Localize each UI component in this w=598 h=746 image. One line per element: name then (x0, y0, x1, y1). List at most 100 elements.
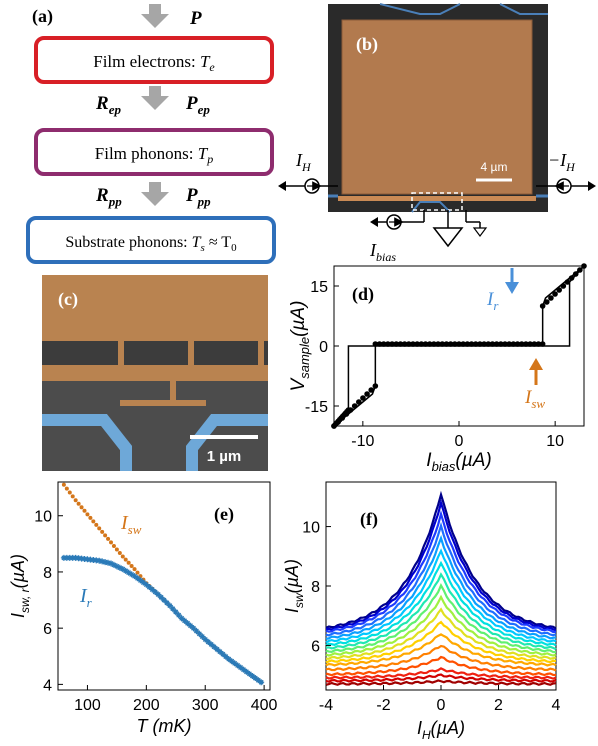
e-isw-point (94, 522, 99, 527)
film-square-edge (341, 19, 533, 195)
scalebar-b-label: 4 µm (481, 160, 508, 174)
e-isw-point (123, 557, 128, 562)
e-ir-point (208, 641, 215, 648)
e-isw-point (70, 494, 75, 499)
f-ytick-label: 10 (302, 520, 320, 537)
panel-c-label: (c) (58, 289, 78, 310)
e-ir-point (99, 558, 106, 565)
f-curve-15 (325, 667, 557, 680)
d-point (560, 283, 567, 289)
e-ir-point (96, 557, 103, 564)
amplifier-icon (432, 227, 464, 248)
panel-b: 4 µm (b) IH −IH (278, 3, 596, 264)
f-ytick-label: 6 (311, 638, 320, 655)
f-curve-0 (325, 490, 557, 630)
d-point (477, 341, 483, 347)
top-wire-trace (379, 3, 461, 15)
film-square (342, 20, 532, 194)
e-isw-point (79, 505, 84, 510)
e-ir-point (146, 584, 153, 591)
d-point (460, 341, 466, 347)
e-isw-point (85, 512, 90, 517)
isw-label: Isw (524, 387, 545, 411)
e-ir-point (143, 581, 150, 588)
d-point (510, 341, 517, 347)
d-ytick-label: 15 (310, 279, 328, 296)
d-point (506, 341, 512, 347)
d-point (556, 287, 562, 293)
d-point (481, 341, 487, 347)
e-ir-point (172, 609, 179, 615)
e-ir-point (181, 617, 188, 624)
f-xtick-label: -4 (319, 697, 333, 714)
plot-e-ylabel: Isw, r(µA) (8, 554, 32, 618)
f-curve-11 (325, 620, 557, 664)
e-ir-point (196, 630, 203, 637)
d-point (548, 295, 554, 301)
box-film-electrons-label: Film electrons: Te (93, 52, 215, 74)
e-isw-point (61, 482, 66, 487)
film-area-c (42, 275, 268, 341)
bottom-strip (338, 196, 536, 201)
f-curve-6 (325, 560, 557, 647)
d-point (372, 341, 379, 347)
d-point (393, 341, 400, 347)
e-ir-point (225, 656, 232, 663)
e-ir-point (158, 594, 165, 601)
e-xtick-label: 100 (74, 697, 101, 714)
e-ir-point (252, 675, 259, 682)
e-ir-point (166, 602, 173, 609)
e-ir-point (113, 563, 120, 570)
d-point (452, 341, 458, 347)
panel-e-label: (e) (214, 504, 234, 525)
e-isw-point (114, 547, 119, 552)
scalebar-c-label: 1 µm (207, 448, 242, 465)
flow-arrow-2 (141, 86, 169, 110)
e-ir-point (152, 588, 159, 595)
right-current-source (536, 178, 596, 194)
teeth-c (118, 341, 264, 406)
d-point (380, 341, 387, 347)
f-curve-1 (325, 498, 557, 632)
e-isw-point (132, 567, 137, 572)
power-in-label: P (189, 8, 202, 29)
e-ir-point (258, 679, 265, 686)
e-ir-point (205, 638, 212, 645)
d-xtick-label: 10 (546, 433, 564, 450)
box-film-phonons (34, 128, 274, 176)
e-ir-point (119, 566, 126, 573)
plot-f-ylabel: Isw(µA) (282, 559, 306, 613)
e-ir-point (246, 670, 253, 677)
f-curve-4 (325, 534, 557, 640)
e-ir-point (202, 636, 209, 643)
plot-e-isw-label: Isw (120, 512, 142, 537)
bottom-leads (411, 201, 451, 213)
f-curve-17 (325, 679, 557, 686)
d-point (581, 263, 587, 269)
e-isw-point (73, 498, 78, 503)
plot-e-series (60, 482, 265, 686)
d-point (568, 275, 575, 281)
d-point (564, 279, 571, 285)
e-ir-point (105, 559, 112, 566)
e-isw-point (64, 486, 69, 491)
link-1-R: Rep (95, 93, 121, 117)
panel-d-label: (d) (352, 284, 374, 305)
d-ytick-label: -15 (305, 399, 328, 416)
d-point (539, 341, 546, 347)
plot-f-series (325, 490, 557, 686)
flow-arrows (141, 4, 169, 206)
e-ir-point (214, 646, 220, 653)
f-xtick-label: 2 (494, 697, 503, 714)
e-ytick-label: 4 (43, 677, 52, 694)
blue-lead-left (42, 414, 132, 471)
d-point (527, 341, 533, 347)
d-point (406, 341, 412, 347)
f-xtick-label: 4 (552, 697, 561, 714)
bias-current-source (370, 210, 488, 248)
e-isw-point (97, 526, 102, 531)
e-ir-point (122, 567, 129, 574)
e-ir-point (211, 643, 218, 650)
e-ir-point (222, 653, 229, 660)
